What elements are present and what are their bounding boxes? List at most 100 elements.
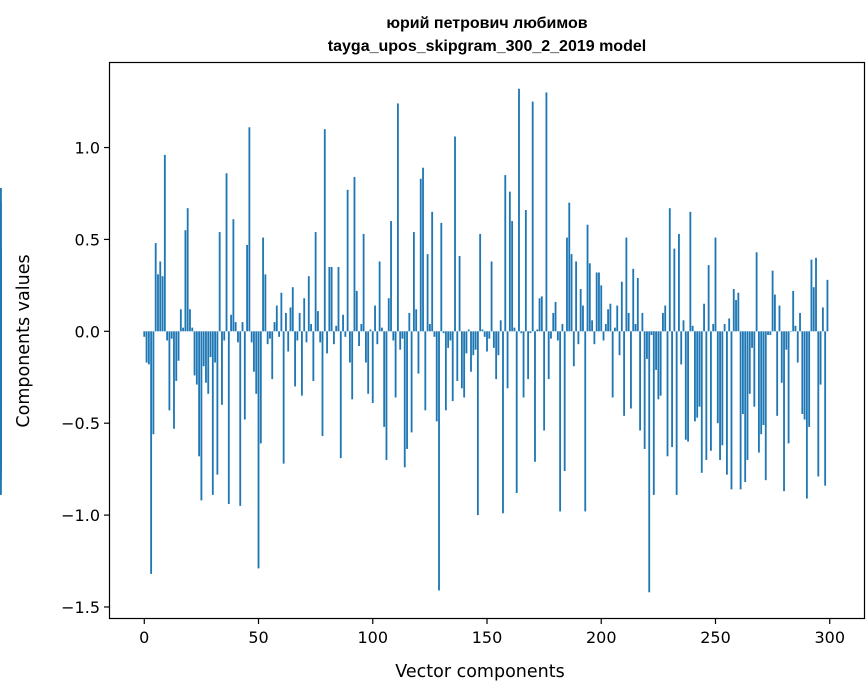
bar-91 bbox=[351, 331, 354, 400]
bar-47 bbox=[250, 331, 253, 343]
bar-130 bbox=[440, 222, 443, 332]
x-tick-label: 200 bbox=[586, 628, 617, 647]
bar-281 bbox=[785, 331, 788, 350]
bar-201 bbox=[602, 331, 605, 341]
bar-36 bbox=[225, 173, 228, 332]
bar-154 bbox=[495, 331, 498, 380]
bar-44 bbox=[243, 331, 246, 420]
bar-276 bbox=[773, 294, 776, 332]
bar-61 bbox=[282, 331, 285, 464]
bar-242 bbox=[696, 331, 699, 418]
bar-183 bbox=[561, 323, 564, 332]
bar-46 bbox=[248, 127, 251, 332]
bar-129 bbox=[438, 331, 440, 591]
bar-32 bbox=[216, 331, 219, 475]
bar-278 bbox=[778, 305, 781, 332]
bar-220 bbox=[646, 331, 648, 359]
bar-undefined bbox=[0, 255, 2, 332]
bar-285 bbox=[794, 325, 797, 332]
bar-250 bbox=[714, 237, 717, 332]
bar-172 bbox=[536, 329, 539, 332]
bar-39 bbox=[232, 219, 235, 332]
bar-214 bbox=[632, 268, 635, 332]
bar-82 bbox=[330, 266, 333, 332]
bar-137 bbox=[456, 331, 459, 381]
bar-252 bbox=[719, 331, 721, 460]
bar-190 bbox=[577, 331, 580, 345]
x-axis-title: Vector components bbox=[395, 662, 564, 682]
bar-168 bbox=[527, 331, 530, 380]
bar-51 bbox=[259, 331, 262, 444]
bar-247 bbox=[707, 265, 710, 332]
y-tick-label: −1.5 bbox=[61, 598, 100, 617]
bar-115 bbox=[406, 331, 408, 449]
bar-147 bbox=[479, 233, 482, 332]
bar-167 bbox=[524, 210, 527, 332]
y-tick-label: −1.0 bbox=[61, 506, 100, 525]
bar-299 bbox=[826, 279, 829, 332]
bar-284 bbox=[792, 290, 795, 332]
bar-143 bbox=[470, 331, 472, 372]
bar-135 bbox=[451, 331, 454, 402]
bar-159 bbox=[506, 331, 509, 389]
bar-136 bbox=[454, 136, 456, 332]
bar-188 bbox=[572, 331, 575, 367]
bar-119 bbox=[415, 309, 418, 332]
bar-251 bbox=[716, 331, 719, 424]
bar-273 bbox=[767, 331, 769, 335]
bar-132 bbox=[444, 331, 447, 411]
bar-40 bbox=[234, 322, 237, 332]
bar-29 bbox=[209, 331, 212, 358]
bar-63 bbox=[287, 331, 290, 352]
bar-271 bbox=[762, 331, 765, 426]
bar-218 bbox=[641, 312, 644, 332]
bar-191 bbox=[579, 289, 582, 332]
bar-101 bbox=[374, 305, 376, 332]
bar-238 bbox=[687, 331, 689, 442]
y-axis-ticks: −1.5 −1.0 −0.5 0.0 0.5 1.0 bbox=[61, 139, 110, 617]
bar-37 bbox=[227, 331, 230, 505]
bar-80 bbox=[326, 331, 328, 354]
bar-20 bbox=[189, 309, 191, 332]
bar-231 bbox=[671, 331, 673, 448]
bar-193 bbox=[584, 331, 587, 512]
plot-frame bbox=[108, 61, 866, 620]
x-tick-label: 250 bbox=[700, 628, 731, 647]
bar-270 bbox=[760, 331, 763, 435]
bar-202 bbox=[604, 323, 607, 332]
bar-126 bbox=[431, 211, 434, 332]
bar-173 bbox=[538, 298, 541, 332]
bar-109 bbox=[392, 331, 395, 341]
bar-131 bbox=[442, 331, 445, 334]
bar-162 bbox=[513, 327, 516, 332]
bar-182 bbox=[559, 331, 562, 512]
bar-99 bbox=[369, 329, 372, 332]
bar-227 bbox=[662, 312, 664, 332]
bar-160 bbox=[508, 191, 511, 332]
bar-298 bbox=[824, 331, 827, 486]
bar-194 bbox=[586, 224, 589, 332]
bar-121 bbox=[419, 178, 422, 332]
bar-53 bbox=[264, 274, 267, 332]
bar-52 bbox=[262, 237, 264, 332]
bar-110 bbox=[394, 331, 397, 398]
bar-145 bbox=[474, 331, 477, 350]
bar-280 bbox=[783, 331, 785, 492]
bar-97 bbox=[364, 331, 367, 363]
bar-16 bbox=[179, 309, 182, 332]
bar-222 bbox=[650, 331, 653, 335]
bar-277 bbox=[776, 331, 779, 416]
bar-35 bbox=[223, 331, 226, 341]
bar-60 bbox=[280, 292, 283, 332]
bar-120 bbox=[417, 331, 420, 374]
bar-90 bbox=[349, 331, 351, 363]
bar-139 bbox=[460, 331, 463, 389]
bar-274 bbox=[769, 331, 772, 335]
chart-title-line2: tayga_upos_skipgram_300_2_2019 model bbox=[328, 38, 646, 55]
bar-225 bbox=[657, 331, 660, 400]
bar-282 bbox=[787, 331, 790, 444]
bar-152 bbox=[490, 261, 493, 332]
bar-58 bbox=[275, 305, 278, 332]
bar-244 bbox=[700, 331, 703, 473]
